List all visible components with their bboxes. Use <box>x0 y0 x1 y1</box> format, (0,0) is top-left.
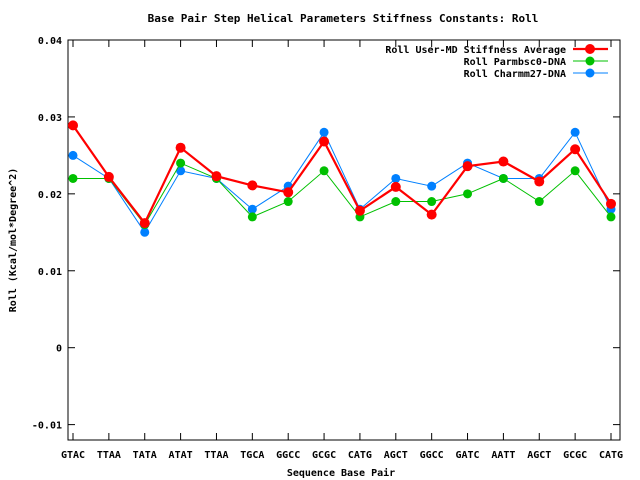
x-tick-label: ATAT <box>169 450 193 461</box>
x-tick-label: AATT <box>491 450 515 461</box>
series-2-point <box>68 150 78 160</box>
plot-area: -0.01 0 0.01 0.02 0.03 0.04 GTAC TTAA TATA ATAT TT… <box>32 36 623 461</box>
y-tick-label: 0.02 <box>38 190 62 201</box>
series-line-2 <box>72 131 612 234</box>
series-1-point <box>319 166 329 176</box>
x-tick-label: GCGC <box>563 450 587 461</box>
series-1-point <box>463 189 473 199</box>
series-2-point <box>319 127 329 137</box>
series-0-point <box>606 198 616 209</box>
series-2-point <box>391 173 401 183</box>
y-tick-label: 0.01 <box>38 267 62 278</box>
series-1-point <box>498 173 508 183</box>
series-0-point <box>247 180 258 191</box>
series-0-point <box>319 136 330 147</box>
series-1-point <box>176 158 186 168</box>
legend-swatch-marker-0 <box>585 44 595 54</box>
chart-title: Base Pair Step Helical Parameters Stiffn… <box>148 12 539 25</box>
legend-label-2: Roll Charmm27-DNA <box>464 69 566 80</box>
y-tick-label: 0.03 <box>38 113 62 124</box>
series-2-point <box>427 181 437 191</box>
y-tick-label: 0 <box>56 344 62 355</box>
series-line-0 <box>72 124 612 226</box>
y-tick-label: 0.04 <box>38 36 62 47</box>
series-1-point <box>427 197 437 207</box>
legend-label-1: Roll Parmbsc0-DNA <box>464 57 566 68</box>
x-tick-label: AGCT <box>527 450 551 461</box>
legend-swatch-marker-2 <box>585 68 595 78</box>
x-tick-label: CATG <box>348 450 372 461</box>
legend-swatch-marker-1 <box>585 56 595 66</box>
series-1-point <box>606 212 616 222</box>
series-2-point <box>247 204 257 214</box>
x-tick-label: TTAA <box>97 450 121 461</box>
series-1-point <box>283 197 293 207</box>
series-0-point <box>426 209 437 220</box>
series-0-point <box>354 205 365 216</box>
x-tick-label: GTAC <box>61 450 85 461</box>
x-tick-label: GGCC <box>420 450 444 461</box>
x-tick-label: GCGC <box>312 450 336 461</box>
series-0-point <box>570 144 581 155</box>
series-2-point <box>570 127 580 137</box>
x-axis-label: Sequence Base Pair <box>287 467 395 479</box>
series-1-point <box>570 166 580 176</box>
x-tick-label: TTAA <box>204 450 228 461</box>
series-0-point <box>498 156 509 167</box>
x-tick-label: TGCA <box>240 450 264 461</box>
plot-frame <box>67 39 621 441</box>
series-2-point <box>176 166 186 176</box>
series-1-point <box>247 212 257 222</box>
series-2-point <box>140 227 150 237</box>
y-tick-label: -0.01 <box>32 421 62 432</box>
x-tick-label: GGCC <box>276 450 300 461</box>
legend-label-0: Roll User-MD Stiffness Average <box>385 44 566 56</box>
series-0-point <box>462 161 473 172</box>
y-axis-label: Roll (Kcal/mol*Degree^2) <box>8 168 19 313</box>
x-tick-label: GATC <box>455 450 479 461</box>
series-0-point <box>139 218 150 229</box>
series-1-point <box>68 173 78 183</box>
series-0-point <box>68 120 78 131</box>
series-1-point <box>534 197 544 207</box>
series-0-point <box>175 142 186 153</box>
series-line-1 <box>73 162 612 226</box>
x-tick-label: CATG <box>599 450 623 461</box>
series-0-point <box>211 171 222 182</box>
series-0-point <box>534 176 545 187</box>
x-tick-label: TATA <box>133 450 157 461</box>
series-1-point <box>391 197 401 207</box>
x-tick-label: AGCT <box>384 450 408 461</box>
series-0-point <box>390 181 401 192</box>
series-0-point <box>103 171 114 182</box>
series-0-point <box>283 187 294 198</box>
